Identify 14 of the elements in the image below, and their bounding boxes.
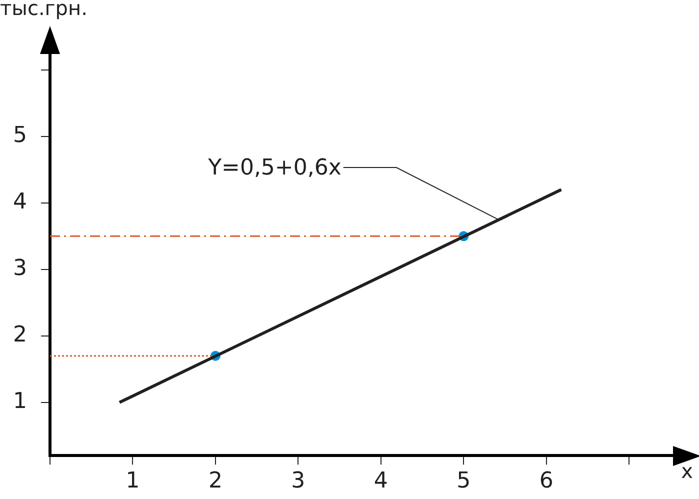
x-tick-label: 1 [126,468,140,494]
x-axis-title: x [681,459,694,484]
x-tick-label: 3 [291,468,306,494]
y-tick-label: 1 [13,389,27,414]
y-tick-label: 3 [13,256,27,282]
x-tick-label: 4 [374,468,388,494]
x-tick-label: 5 [456,468,471,494]
x-tick-label: 2 [208,468,222,494]
x-tick-label: 6 [539,468,554,494]
y-axis-title: тыс.грн. [0,0,88,20]
y-tick-label: 2 [13,322,27,348]
y-tick-label: 4 [13,190,27,215]
annotation: Y=0,5+0,6x [207,156,342,181]
y-tick-label: 5 [13,123,27,148]
